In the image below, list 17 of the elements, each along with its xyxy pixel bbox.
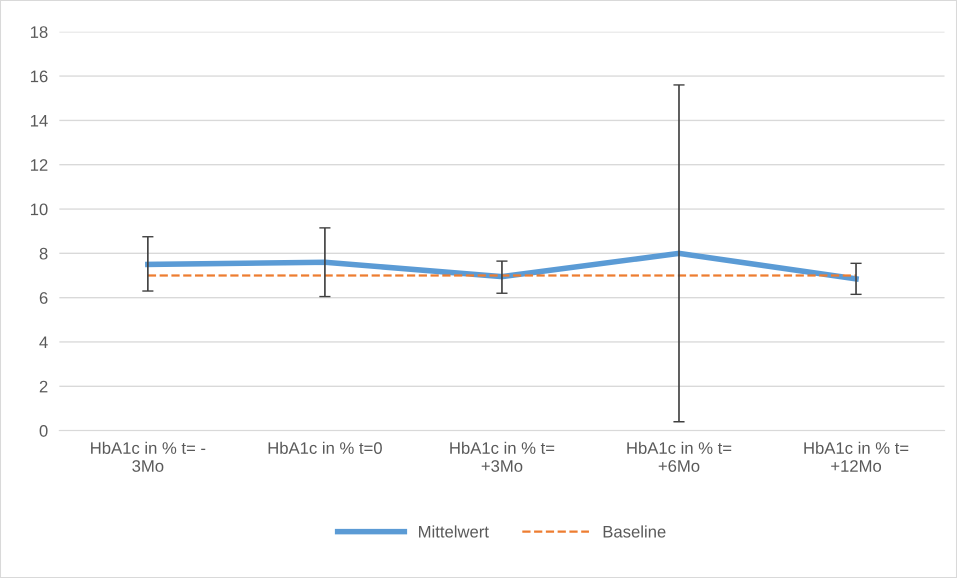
legend-label: Baseline (604, 525, 666, 538)
y-tick-label: 6 (40, 292, 48, 304)
y-tick-label: 10 (30, 203, 48, 216)
legend-label: Mittelwert (419, 525, 489, 538)
y-tick-label: 14 (30, 114, 48, 126)
x-tick-label: HbA1c in % t= +6Mo (627, 442, 732, 472)
x-tick-label: HbA1c in % t=0 (268, 442, 382, 454)
x-tick-label: HbA1c in % t= +3Mo (450, 442, 554, 472)
y-tick-label: 4 (39, 336, 48, 348)
x-tick-label: HbA1c in % t= - 3Mo (91, 442, 206, 472)
y-tick-label: 18 (30, 26, 48, 38)
y-tick-label: 12 (30, 159, 48, 171)
y-tick-label: 2 (40, 380, 48, 392)
y-tick-label: 16 (30, 70, 48, 82)
x-tick-label: HbA1c in % t= +12Mo (804, 442, 908, 472)
y-tick-label: 8 (40, 248, 48, 260)
y-tick-label: 0 (40, 425, 48, 437)
